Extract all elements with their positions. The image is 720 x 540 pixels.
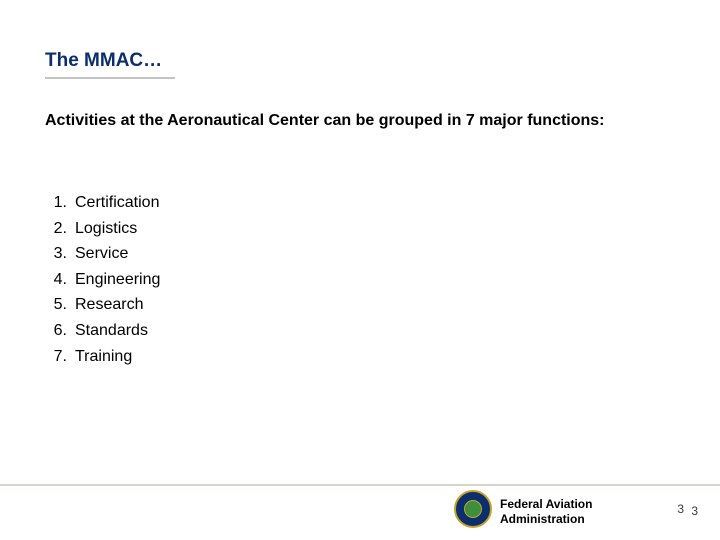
slide: The MMAC… Activities at the Aeronautical…: [0, 0, 720, 540]
list-number: 3.: [45, 241, 67, 267]
list-number: 5.: [45, 292, 67, 318]
list-item: 1. Certification: [45, 190, 160, 216]
list-label: Service: [75, 241, 128, 267]
list-label: Research: [75, 292, 143, 318]
org-line1: Federal Aviation: [500, 497, 592, 511]
list-number: 6.: [45, 318, 67, 344]
faa-seal-icon: [454, 490, 492, 528]
title-underline: [45, 77, 175, 79]
list-item: 5. Research: [45, 292, 160, 318]
list-number: 1.: [45, 190, 67, 216]
list-label: Engineering: [75, 267, 160, 293]
org-name: Federal Aviation Administration: [500, 497, 592, 526]
footer: Federal Aviation Administration 3 3: [0, 484, 720, 540]
list-label: Certification: [75, 190, 159, 216]
list-item: 7. Training: [45, 344, 160, 370]
function-list: 1. Certification 2. Logistics 3. Service…: [45, 190, 160, 369]
list-item: 2. Logistics: [45, 216, 160, 242]
subtitle: Activities at the Aeronautical Center ca…: [45, 108, 665, 134]
org-line2: Administration: [500, 512, 592, 526]
page-number: 3: [677, 502, 684, 516]
seal-inner-circle: [464, 500, 482, 518]
list-label: Training: [75, 344, 132, 370]
page-number: 3: [691, 504, 698, 518]
list-number: 7.: [45, 344, 67, 370]
list-item: 3. Service: [45, 241, 160, 267]
list-item: 4. Engineering: [45, 267, 160, 293]
list-item: 6. Standards: [45, 318, 160, 344]
list-label: Logistics: [75, 216, 137, 242]
list-number: 4.: [45, 267, 67, 293]
list-label: Standards: [75, 318, 148, 344]
list-number: 2.: [45, 216, 67, 242]
page-title: The MMAC…: [45, 50, 162, 72]
